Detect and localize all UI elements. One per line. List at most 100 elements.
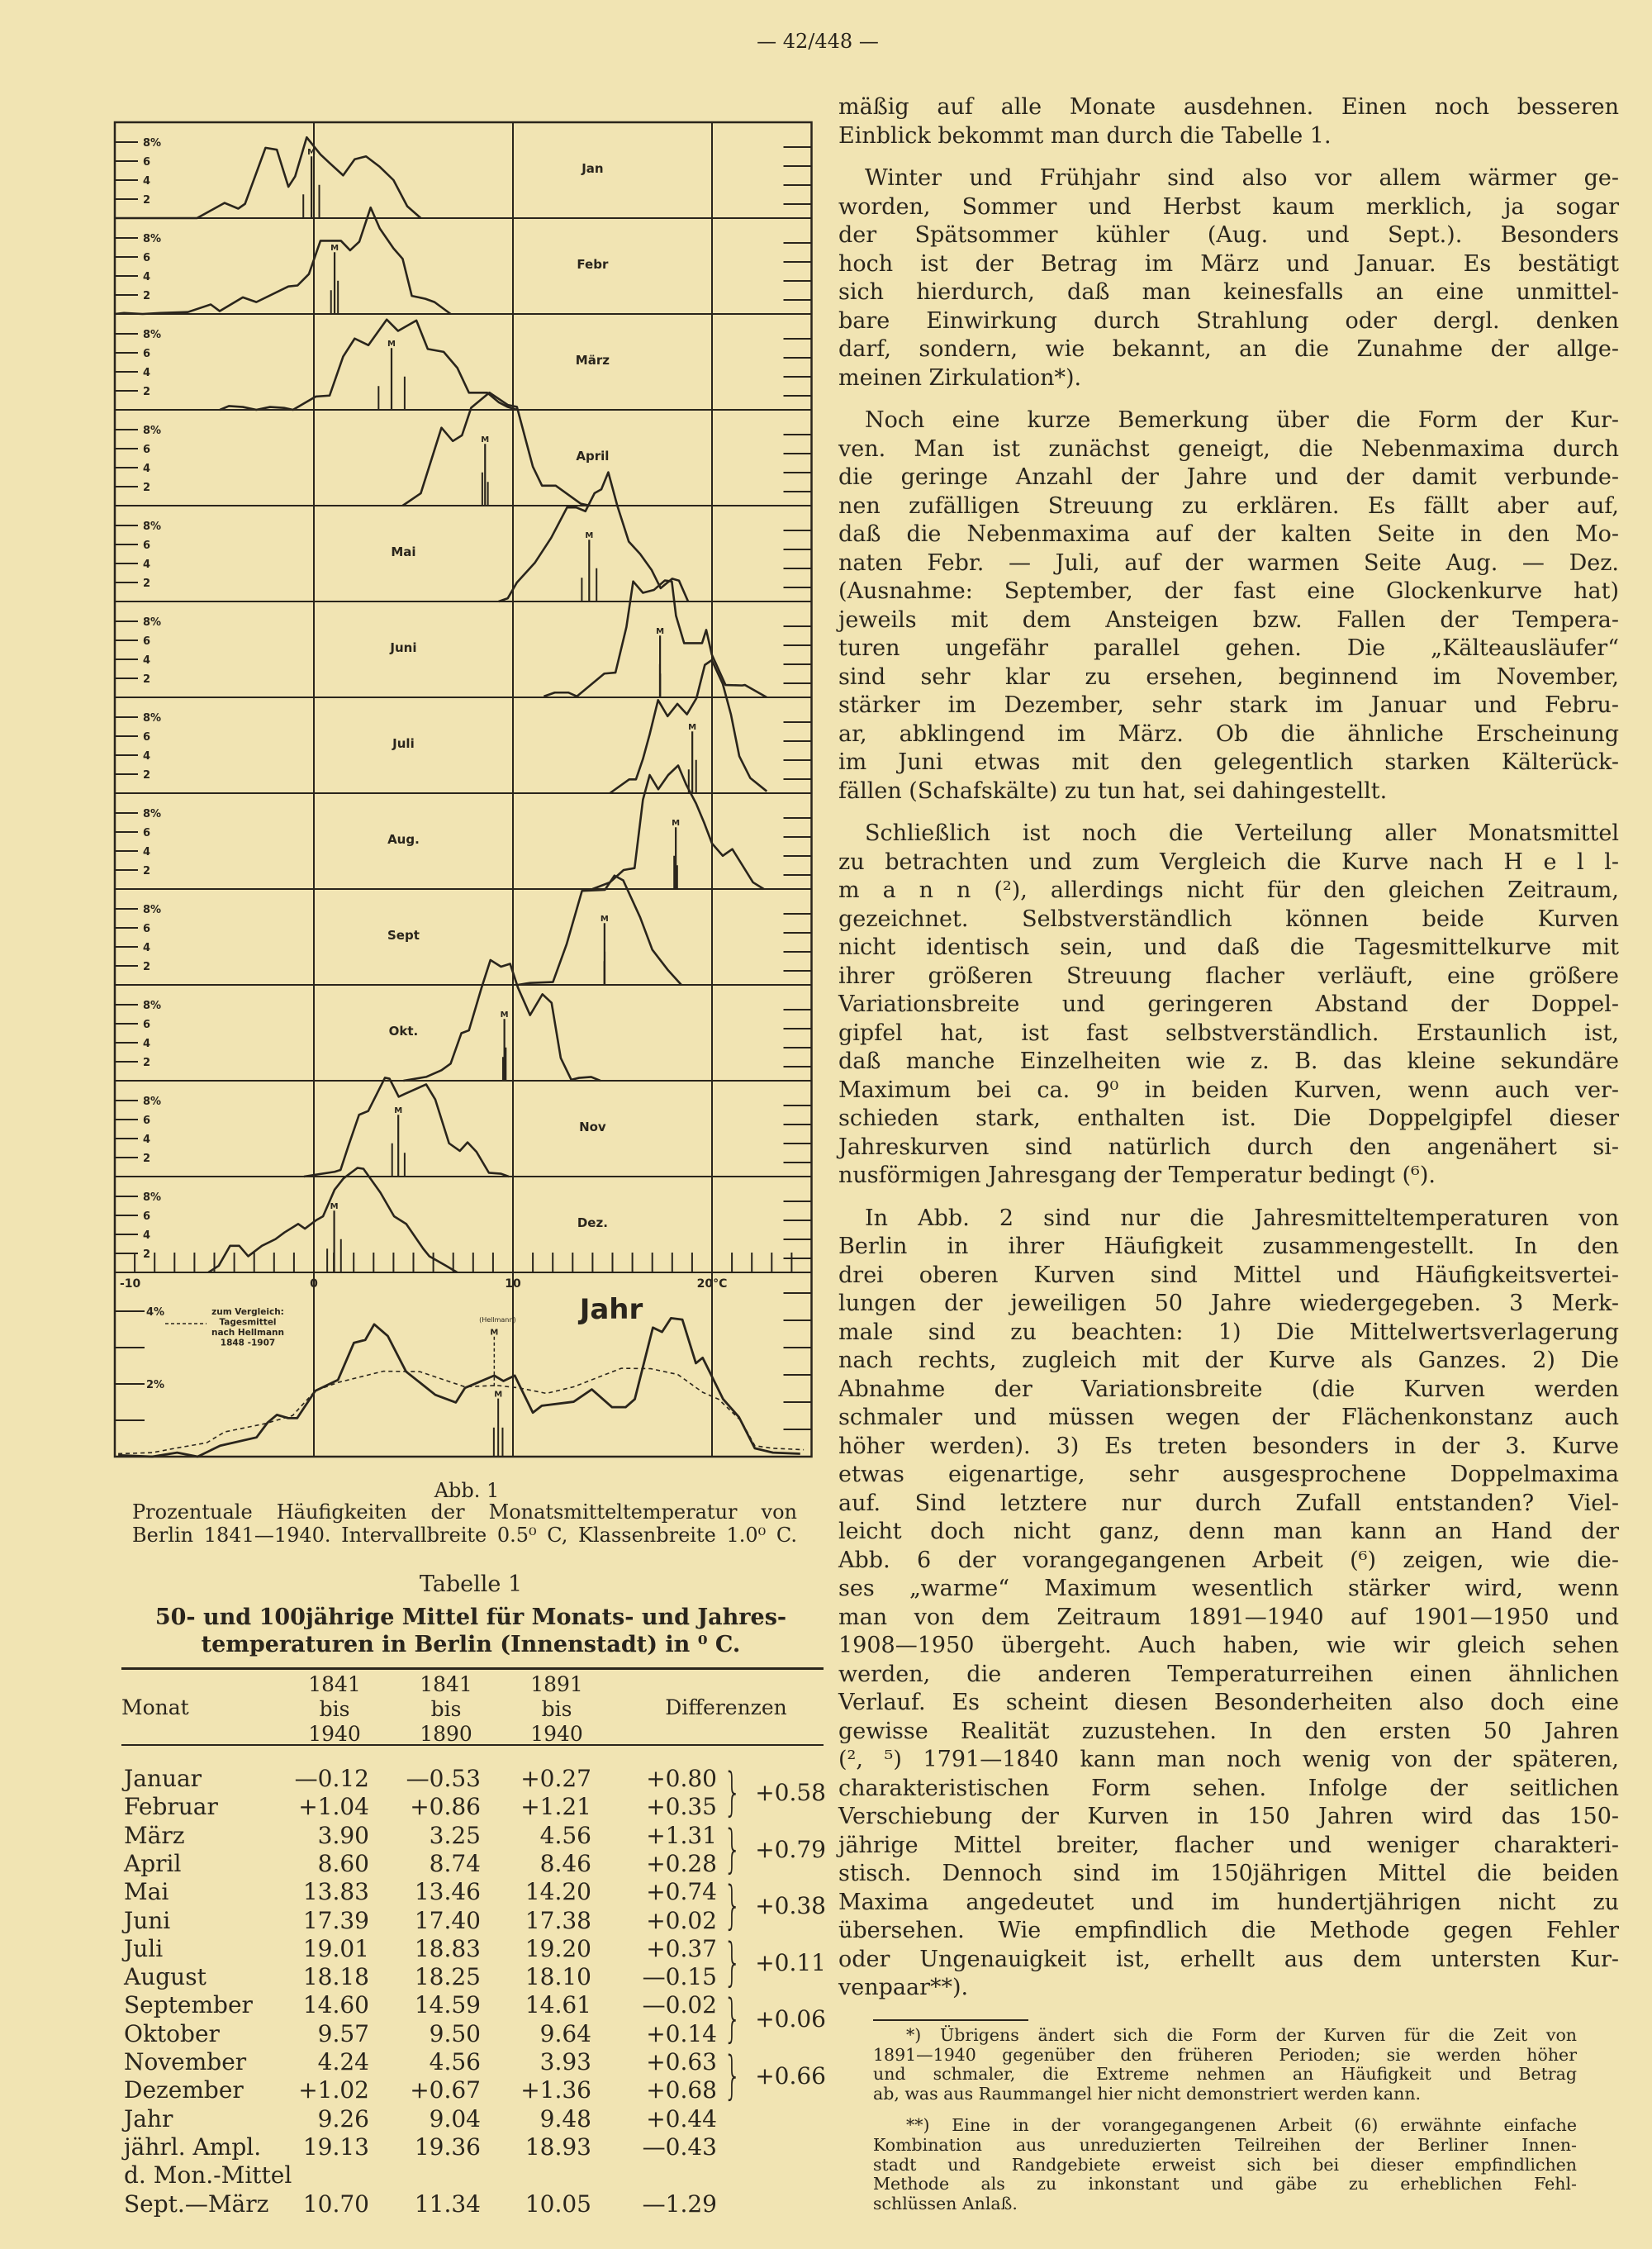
paragraph-4-line: nicht identisch sein, und daß die Tagesm… <box>838 934 1619 960</box>
y-tick-label: 8% <box>143 904 161 916</box>
row-value: 9.26 <box>317 2104 369 2133</box>
curve-märz <box>219 318 518 411</box>
paragraph-3-line: ar, abklingend im März. Ob die ähnliche … <box>838 720 1619 747</box>
paragraph-5-line: male sind zu beachten: 1) Die Mittelwert… <box>838 1319 1619 1345</box>
figure-label: Abb. 1 <box>434 1479 500 1502</box>
row-value: +0.68 <box>646 2076 717 2104</box>
row-value: +1.04 <box>298 1793 369 1821</box>
header-month: Monat <box>121 1695 189 1719</box>
row-value: 9.64 <box>539 2019 591 2047</box>
paragraph-5-line: stisch. Dennoch sind im 150jährigen Mitt… <box>838 1861 1619 1886</box>
pair-difference: +0.38 <box>755 1892 826 1920</box>
y-tick-label: 8% <box>143 425 161 437</box>
month-label: Juli <box>392 736 415 751</box>
row-value: 17.38 <box>525 1906 591 1934</box>
brace-icon: } <box>724 1875 742 1936</box>
footnote-2-line: Methode als zu inkonstant und gäbe zu er… <box>873 2174 1577 2194</box>
y-tick-label: 2 <box>143 578 150 590</box>
y-tick-label: 8% <box>143 329 161 341</box>
row-label: März <box>124 1821 185 1849</box>
row-label: jährl. Ampl. <box>124 2133 262 2161</box>
row-value: +0.63 <box>646 2048 717 2075</box>
y-tick-label: 4 <box>143 463 150 475</box>
row-value: 18.18 <box>302 1963 369 1991</box>
footnote-1-line: *) Übrigens ändert sich die Form der Kur… <box>906 2025 1577 2045</box>
y-tick-label: 8% <box>143 137 161 150</box>
paragraph-5-line: oder Ungenauigkeit ist, erhellt aus dem … <box>838 1946 1619 1972</box>
row-value: +0.80 <box>646 1765 717 1792</box>
row-value: +0.27 <box>520 1765 591 1792</box>
paragraph-3-line: turen ungefähr parallel gehen. Die „Kält… <box>838 635 1619 661</box>
paragraph-2-line: meinen Zirkulation*). <box>838 364 1082 391</box>
paragraph-5-line: (², ⁵) 1791—1840 kann man noch wenig von… <box>838 1747 1619 1772</box>
annual-y-tick-label: 4% <box>146 1306 164 1319</box>
row-label: Oktober <box>124 2019 220 2047</box>
paragraph-5-line: Abb. 6 der vorangegangenen Arbeit (⁶) ze… <box>838 1547 1619 1573</box>
row-value: 18.83 <box>414 1934 481 1962</box>
y-tick-label: 6 <box>143 1115 150 1127</box>
figure-frame <box>113 121 813 1458</box>
header-differences: Differenzen <box>665 1695 787 1719</box>
table-header-rule <box>121 1744 824 1746</box>
row-value: +0.02 <box>646 1906 717 1934</box>
annual-panel-label: Jahr <box>578 1293 643 1326</box>
paragraph-2-line: bare Einwirkung durch Strahlung oder der… <box>838 307 1619 334</box>
y-tick-label: 4 <box>143 846 150 858</box>
curve-juli <box>609 659 768 795</box>
x-tick-label: 10 <box>505 1277 521 1291</box>
paragraph-5-line: gewisse Realität zuzustehen. In den erst… <box>838 1718 1619 1744</box>
y-tick-label: 6 <box>143 540 150 552</box>
row-value: 8.46 <box>539 1849 591 1877</box>
paragraph-5-line: höher werden). 3) Es treten besonders in… <box>838 1433 1619 1459</box>
brace-icon: } <box>724 1818 742 1879</box>
paragraph-4-line: gezeichnet. Selbstverständlich können be… <box>838 906 1619 932</box>
row-value: 11.34 <box>414 2190 481 2218</box>
paragraph-4-line: Variationsbreite und geringeren Abstand … <box>838 991 1619 1017</box>
row-value: 9.48 <box>539 2104 591 2133</box>
paragraph-2-line: der Spätsommer kühler (Aug. und Sept.). … <box>838 222 1619 248</box>
month-label: Mai <box>391 544 415 559</box>
paragraph-5-line: etwas eigenartige, sehr ausgesprochene D… <box>838 1462 1619 1487</box>
row-value: 4.24 <box>317 2048 369 2075</box>
row-value: +0.37 <box>646 1934 717 1962</box>
paragraph-4-line: zu betrachten und zum Vergleich die Kurv… <box>838 849 1619 875</box>
y-tick-label: 4 <box>143 1229 150 1242</box>
header-period-3: 1940 <box>530 1722 583 1746</box>
y-tick-label: 6 <box>143 1210 150 1223</box>
y-tick-label: 6 <box>143 635 150 648</box>
paragraph-3-line: stärker im Dezember, sehr stark im Janua… <box>838 692 1619 718</box>
table-top-rule <box>121 1667 824 1670</box>
curve-mai <box>498 471 690 603</box>
row-value: 19.36 <box>414 2133 481 2161</box>
paragraph-5-line: lungen der jeweiligen 50 Jahre wiedergeg… <box>838 1291 1619 1316</box>
x-tick-label: -10 <box>120 1277 141 1291</box>
paragraph-5-line: auf. Sind letztere nur durch Zufall ents… <box>838 1490 1619 1516</box>
row-value: 17.39 <box>302 1906 369 1934</box>
row-value: —0.53 <box>406 1765 481 1792</box>
paragraph-5-line: werden, die anderen Temperaturreihen ein… <box>838 1661 1619 1687</box>
paragraph-3-line: Noch eine kurze Bemerkung über die Form … <box>865 407 1619 433</box>
brace-icon: } <box>724 1762 742 1822</box>
header-period-1: 1841 <box>308 1672 361 1696</box>
y-tick-label: 8% <box>143 521 161 533</box>
header-period-3: bis <box>541 1697 572 1721</box>
table-title-line-1: 50- und 100jährige Mittel für Monats- un… <box>154 1605 787 1630</box>
figure-caption-line-2: Berlin 1841—1940. Intervallbreite 0.5⁰ C… <box>132 1524 797 1547</box>
figure-caption-line-1: Prozentuale Häufigkeiten der Monatsmitte… <box>132 1500 797 1524</box>
y-tick-label: 2 <box>143 1248 150 1261</box>
row-value: 3.90 <box>317 1821 369 1849</box>
pair-difference: +0.79 <box>755 1835 826 1863</box>
row-label: d. Mon.-Mittel <box>124 2161 292 2190</box>
row-value: —1.29 <box>642 2190 717 2218</box>
row-value: +1.31 <box>646 1821 717 1849</box>
y-tick-label: 6 <box>143 1019 150 1031</box>
row-value: 3.25 <box>429 1821 481 1849</box>
row-value: 19.01 <box>302 1934 369 1962</box>
row-value: —0.15 <box>642 1963 717 1991</box>
footnote-2-line: Kombination aus unreduzierten Teilreihen… <box>873 2135 1577 2155</box>
page-number: — 42/448 — <box>757 30 879 53</box>
mean-marker-label: M <box>307 148 316 157</box>
row-value: 9.04 <box>429 2104 481 2133</box>
row-value: 8.60 <box>317 1849 369 1877</box>
month-label: Juni <box>389 640 416 655</box>
